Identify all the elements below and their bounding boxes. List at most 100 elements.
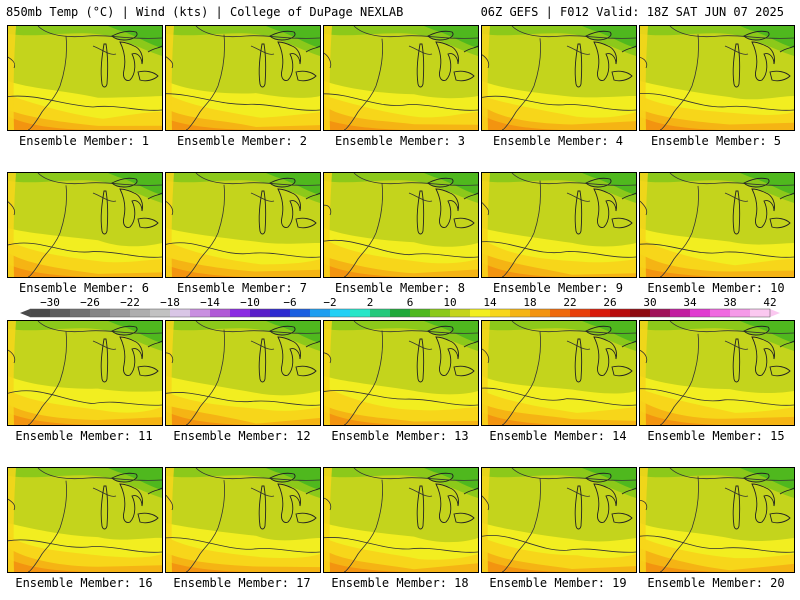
colorbar-swatch — [430, 309, 451, 317]
ensemble-member-map — [323, 320, 479, 426]
colorbar-swatch — [90, 309, 111, 317]
model-run-info: 06Z GEFS | F012 Valid: 18Z SAT JUN 07 20… — [480, 5, 784, 19]
ensemble-member-map — [481, 320, 637, 426]
ensemble-member-label: Ensemble Member: 6 — [18, 281, 150, 295]
ensemble-member-map — [639, 467, 795, 573]
ensemble-member-label: Ensemble Member: 10 — [647, 281, 785, 295]
colorbar-outline — [29, 308, 771, 318]
colorbar-swatch — [370, 309, 391, 317]
colorbar-swatch — [250, 309, 271, 317]
colorbar-tick-label: −26 — [80, 296, 100, 309]
colorbar-tick-label: 18 — [523, 296, 536, 309]
colorbar-swatch — [50, 309, 71, 317]
colorbar-swatch — [550, 309, 571, 317]
ensemble-member-label: Ensemble Member: 1 — [18, 134, 150, 148]
colorbar-tick-label: −22 — [120, 296, 140, 309]
ensemble-member-label: Ensemble Member: 17 — [173, 576, 311, 590]
ensemble-member-map — [7, 320, 163, 426]
colorbar-swatch — [590, 309, 611, 317]
colorbar-swatch — [510, 309, 531, 317]
colorbar-swatch — [350, 309, 371, 317]
colorbar-swatch — [530, 309, 551, 317]
ensemble-member-map — [639, 25, 795, 131]
colorbar-tick-label: 10 — [443, 296, 456, 309]
ensemble-member-label: Ensemble Member: 7 — [176, 281, 308, 295]
ensemble-member-label: Ensemble Member: 3 — [334, 134, 466, 148]
ensemble-member-map — [165, 467, 321, 573]
colorbar-max-arrow — [770, 309, 780, 317]
ensemble-member-label: Ensemble Member: 12 — [173, 429, 311, 443]
ensemble-member-map — [639, 320, 795, 426]
ensemble-member-map — [165, 172, 321, 278]
colorbar-swatch — [390, 309, 411, 317]
colorbar-tick-label: −2 — [323, 296, 336, 309]
colorbar-swatch — [310, 309, 331, 317]
ensemble-member-label: Ensemble Member: 20 — [647, 576, 785, 590]
ensemble-member-label: Ensemble Member: 5 — [650, 134, 782, 148]
colorbar-tick-label: 14 — [483, 296, 497, 309]
ensemble-member-map — [165, 320, 321, 426]
colorbar-tick-label: −10 — [240, 296, 260, 309]
colorbar-tick-label: 42 — [763, 296, 776, 309]
colorbar-swatch — [710, 309, 731, 317]
ensemble-member-map — [165, 25, 321, 131]
ensemble-member-label: Ensemble Member: 4 — [492, 134, 624, 148]
ensemble-member-label: Ensemble Member: 19 — [489, 576, 627, 590]
ensemble-member-label: Ensemble Member: 11 — [15, 429, 153, 443]
colorbar-min-arrow — [20, 309, 30, 317]
ensemble-member-map — [481, 467, 637, 573]
colorbar-swatch — [670, 309, 691, 317]
colorbar-swatch — [450, 309, 471, 317]
colorbar-tick-label: −30 — [40, 296, 60, 309]
ensemble-member-label: Ensemble Member: 16 — [15, 576, 153, 590]
colorbar-tick-label: 22 — [563, 296, 576, 309]
colorbar-swatch — [470, 309, 491, 317]
colorbar-swatch — [490, 309, 511, 317]
ensemble-member-map — [481, 25, 637, 131]
colorbar-swatch — [270, 309, 291, 317]
colorbar-swatch — [750, 309, 771, 317]
colorbar-swatch — [290, 309, 311, 317]
ensemble-member-label: Ensemble Member: 2 — [176, 134, 308, 148]
colorbar-tick-label: 30 — [643, 296, 656, 309]
colorbar-swatch — [230, 309, 251, 317]
colorbar-swatch — [170, 309, 191, 317]
colorbar-swatch — [190, 309, 211, 317]
ensemble-member-map — [639, 172, 795, 278]
colorbar-tick-label: −18 — [160, 296, 180, 309]
ensemble-member-map — [7, 25, 163, 131]
ensemble-member-map — [7, 172, 163, 278]
colorbar-swatch — [690, 309, 711, 317]
ensemble-member-map — [481, 172, 637, 278]
colorbar-swatch — [630, 309, 651, 317]
ensemble-member-map — [323, 25, 479, 131]
colorbar-tick-label: 2 — [367, 296, 374, 309]
ensemble-member-map — [323, 467, 479, 573]
ensemble-member-map — [7, 467, 163, 573]
ensemble-member-label: Ensemble Member: 8 — [334, 281, 466, 295]
colorbar-swatch — [330, 309, 351, 317]
ensemble-member-label: Ensemble Member: 18 — [331, 576, 469, 590]
temperature-colorbar: −30 −26 −22 −18 −14 −10 −6 −2 2 6 10 14 18 22 26 30 34 38… — [20, 296, 780, 318]
colorbar-tick-label: 6 — [407, 296, 414, 309]
colorbar-swatch — [730, 309, 751, 317]
colorbar-tick-label: 34 — [683, 296, 697, 309]
colorbar-tick-label: −14 — [200, 296, 220, 309]
colorbar-swatch — [110, 309, 131, 317]
map-title: 850mb Temp (°C) | Wind (kts) | College o… — [6, 5, 404, 19]
colorbar-swatch — [410, 309, 431, 317]
ensemble-member-label: Ensemble Member: 9 — [492, 281, 624, 295]
ensemble-member-map — [323, 172, 479, 278]
ensemble-member-label: Ensemble Member: 13 — [331, 429, 469, 443]
colorbar-tick-label: 38 — [723, 296, 736, 309]
colorbar-tick-label: −6 — [283, 296, 296, 309]
colorbar-swatch — [650, 309, 671, 317]
ensemble-member-label: Ensemble Member: 15 — [647, 429, 785, 443]
colorbar-tick-label: 26 — [603, 296, 616, 309]
ensemble-member-label: Ensemble Member: 14 — [489, 429, 627, 443]
colorbar-swatch — [610, 309, 631, 317]
colorbar-swatch — [210, 309, 231, 317]
colorbar-swatch — [30, 309, 51, 317]
colorbar-swatch — [150, 309, 171, 317]
colorbar-swatch — [130, 309, 151, 317]
